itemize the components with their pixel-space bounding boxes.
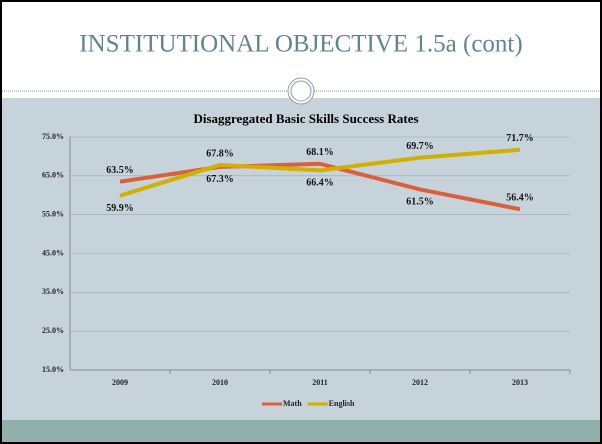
y-tick-label: 25.0% xyxy=(42,326,64,335)
line-series xyxy=(119,147,521,198)
data-label: 61.5% xyxy=(406,197,434,208)
data-label: 59.9% xyxy=(106,203,134,214)
y-tick-label: 75.0% xyxy=(42,132,64,141)
x-tick-label: 2011 xyxy=(312,378,328,387)
data-label: 71.7% xyxy=(506,133,534,144)
data-label: 67.8% xyxy=(206,148,234,159)
x-tick-label: 2009 xyxy=(112,378,128,387)
y-tick-label: 55.0% xyxy=(42,209,64,218)
legend-label: English xyxy=(329,399,355,408)
data-label: 66.4% xyxy=(306,178,334,189)
footer-bar xyxy=(2,420,600,442)
data-label: 67.3% xyxy=(206,174,234,185)
data-label: 56.4% xyxy=(506,193,534,204)
y-tick-label: 15.0% xyxy=(42,365,64,374)
line-series xyxy=(119,161,521,212)
data-label: 69.7% xyxy=(406,141,434,152)
data-label: 68.1% xyxy=(306,147,334,158)
y-tick-label: 45.0% xyxy=(42,248,64,257)
x-tick-label: 2013 xyxy=(512,378,528,387)
slide-title: INSTITUTIONAL OBJECTIVE 1.5a (cont) xyxy=(79,31,522,58)
y-tick-label: 65.0% xyxy=(42,171,64,180)
chart-title: Disaggregated Basic Skills Success Rates xyxy=(193,111,418,126)
ornament-inner xyxy=(290,80,312,102)
legend-label: Math xyxy=(283,399,302,408)
y-tick-label: 35.0% xyxy=(42,287,64,296)
chart-background xyxy=(2,98,600,420)
data-label: 63.5% xyxy=(106,165,134,176)
x-tick-label: 2010 xyxy=(212,378,228,387)
x-tick-label: 2012 xyxy=(412,378,428,387)
